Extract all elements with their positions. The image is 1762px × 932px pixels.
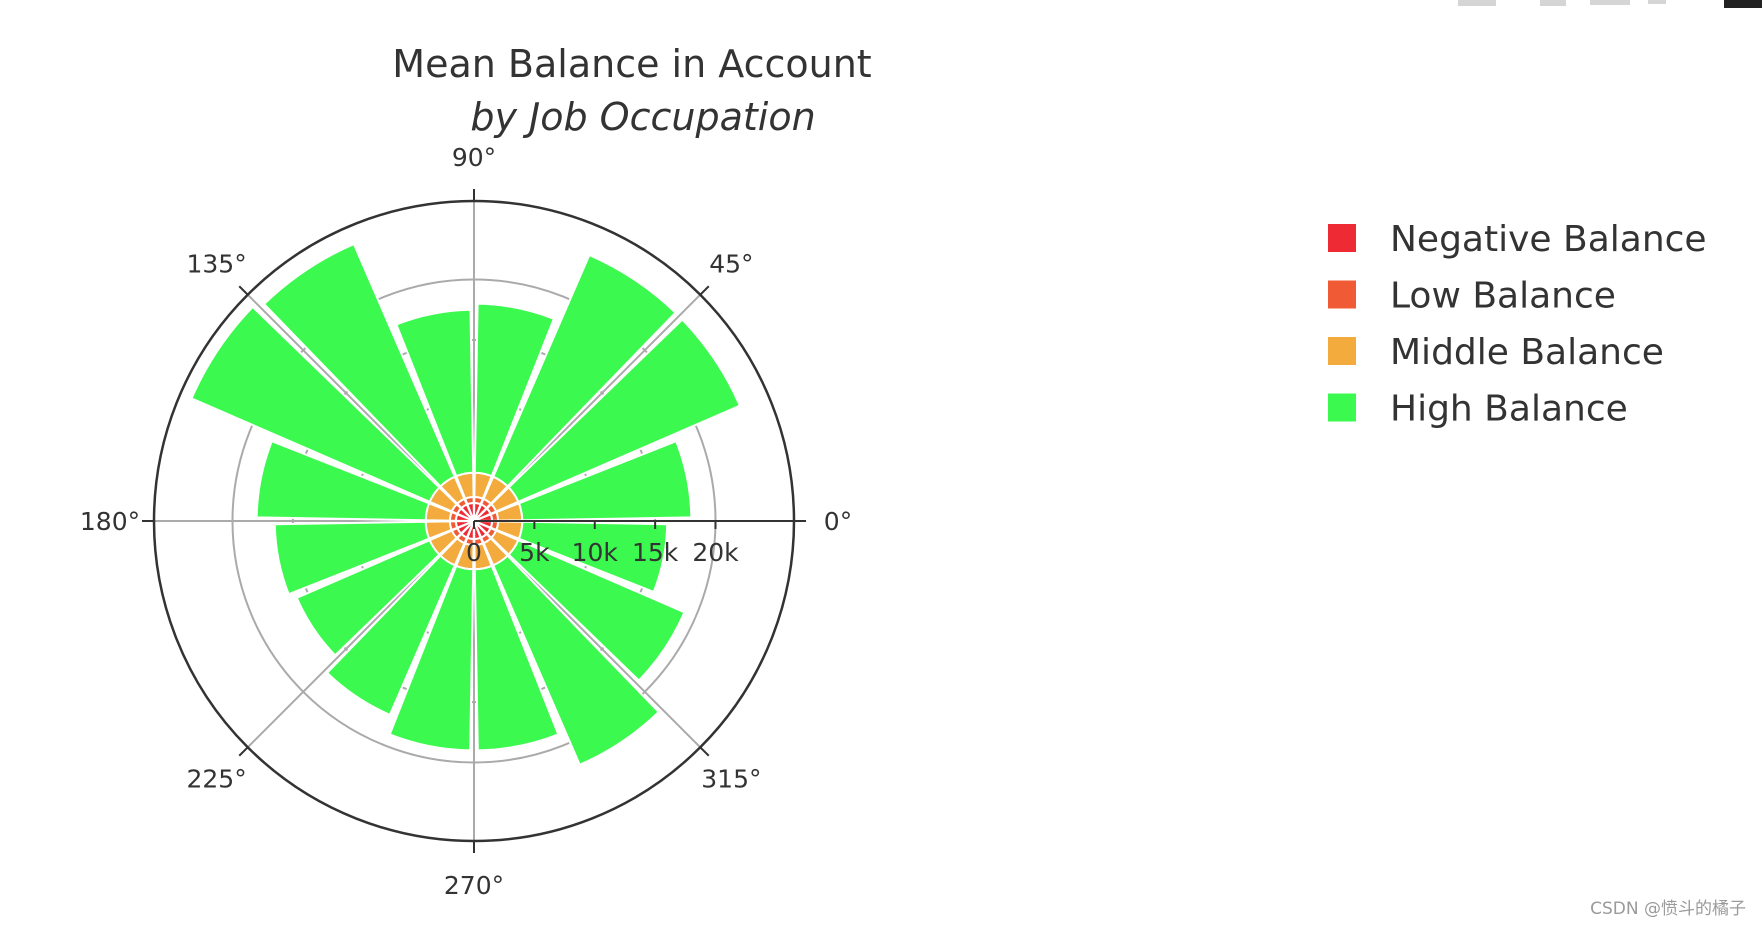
radial-tick-label: 5k (519, 538, 550, 567)
legend-swatch[interactable] (1328, 393, 1356, 422)
modebar-pan-icon[interactable] (1648, 0, 1666, 4)
legend-item-label[interactable]: Low Balance (1390, 276, 1616, 317)
angular-tick (238, 746, 249, 757)
angular-tick-label: 135° (187, 250, 247, 279)
bar-segment (255, 439, 431, 522)
modebar-camera-icon[interactable] (1458, 0, 1496, 6)
bar-segment (473, 564, 560, 752)
angular-tick (699, 285, 710, 296)
bar-segment (395, 308, 475, 478)
legend-item-label[interactable]: Middle Balance (1390, 332, 1664, 373)
modebar-zoom-icon[interactable] (1540, 0, 1566, 6)
legend-item-label[interactable]: High Balance (1390, 389, 1628, 430)
angular-tick (238, 285, 249, 296)
bar-segment (517, 439, 693, 522)
legend: Negative Balance Low Balance Middle Balanc… (1328, 219, 1707, 430)
legend-swatch[interactable] (1328, 337, 1356, 365)
bar-segment (517, 520, 669, 594)
modebar-select-icon[interactable] (1590, 0, 1630, 5)
modebar[interactable] (1458, 0, 1762, 8)
bar-segment (190, 305, 441, 504)
bar-segment (491, 554, 661, 767)
angular-tick-label: 180° (80, 507, 140, 536)
radial-tick-label: 10k (572, 538, 619, 567)
angular-tick-label: 45° (709, 250, 753, 279)
chart-title: Mean Balance in Account (392, 42, 871, 86)
angular-tick-label: 0° (824, 507, 852, 536)
angular-tick-label: 225° (187, 764, 247, 793)
bar-segment (388, 564, 475, 752)
legend-item-label[interactable]: Negative Balance (1390, 219, 1707, 260)
bar-segment (273, 520, 431, 596)
angular-tick (699, 746, 710, 757)
modebar-logo-icon[interactable] (1724, 0, 1762, 8)
watermark: CSDN @愤斗的橘子 (1590, 899, 1746, 919)
legend-swatch[interactable] (1328, 224, 1356, 252)
bar-segment (507, 318, 742, 504)
radial-tick-label: 15k (632, 538, 679, 567)
polar-plot-area: 0° 45° 90° 135° 180° 225° 270° 315° 0 5k 10k 15k 20k (80, 143, 852, 900)
bar-segment (325, 554, 457, 717)
bar-segment (507, 538, 686, 682)
angular-tick-label: 90° (452, 143, 496, 172)
bar-segment (491, 253, 677, 488)
radial-tick-label: 20k (692, 538, 739, 567)
angular-tick-label: 315° (701, 764, 761, 793)
bar-segment (262, 242, 457, 488)
radial-tick-label: 0 (466, 538, 482, 567)
bar-segment (295, 538, 441, 657)
angular-tick-label: 270° (444, 871, 504, 900)
chart-subtitle: by Job Occupation (470, 95, 815, 139)
legend-swatch[interactable] (1328, 280, 1356, 309)
bar-segment (473, 302, 556, 478)
